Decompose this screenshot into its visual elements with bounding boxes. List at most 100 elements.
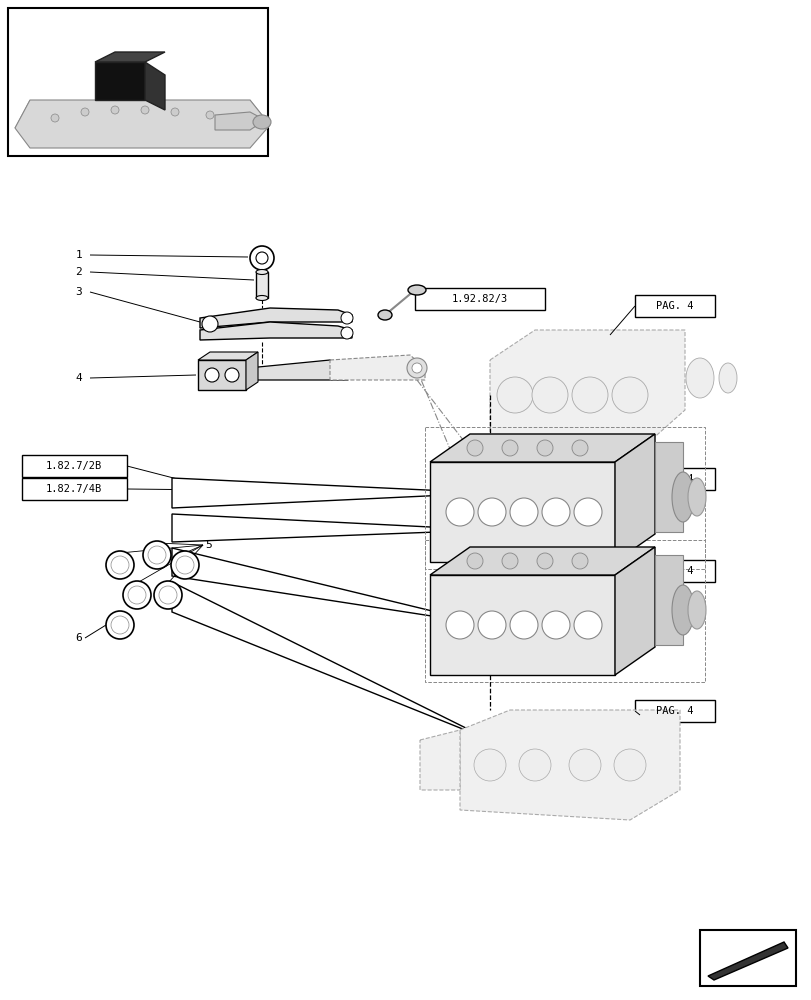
Bar: [699, 930, 795, 986]
Ellipse shape: [253, 115, 271, 129]
Circle shape: [613, 749, 646, 781]
Circle shape: [571, 440, 587, 456]
Polygon shape: [614, 434, 654, 562]
Text: 1.92.82/3: 1.92.82/3: [451, 294, 508, 304]
Circle shape: [474, 749, 505, 781]
Circle shape: [573, 611, 601, 639]
Polygon shape: [614, 547, 654, 675]
Polygon shape: [145, 62, 165, 110]
Circle shape: [206, 111, 214, 119]
Polygon shape: [247, 360, 348, 380]
Polygon shape: [707, 942, 787, 980]
Text: 1.82.7/4B: 1.82.7/4B: [45, 484, 102, 494]
Circle shape: [411, 363, 422, 373]
Circle shape: [250, 246, 273, 270]
Circle shape: [176, 556, 194, 574]
Circle shape: [531, 377, 568, 413]
Polygon shape: [329, 355, 424, 380]
Circle shape: [445, 611, 474, 639]
Circle shape: [128, 586, 146, 604]
Polygon shape: [15, 100, 270, 148]
Bar: [430, 575, 614, 675]
Circle shape: [111, 616, 129, 634]
Circle shape: [159, 586, 177, 604]
Bar: [654, 442, 682, 532]
Ellipse shape: [687, 591, 705, 629]
Polygon shape: [419, 730, 460, 790]
Text: 1.82.7/2B: 1.82.7/2B: [45, 461, 102, 471]
Polygon shape: [200, 322, 351, 340]
Bar: [634, 468, 714, 490]
Polygon shape: [172, 478, 489, 508]
Ellipse shape: [672, 472, 693, 522]
Circle shape: [81, 108, 89, 116]
Circle shape: [406, 358, 427, 378]
Circle shape: [571, 377, 607, 413]
Circle shape: [141, 106, 148, 114]
Circle shape: [445, 498, 474, 526]
Circle shape: [51, 114, 59, 122]
Circle shape: [171, 551, 199, 579]
Ellipse shape: [255, 269, 268, 274]
Circle shape: [573, 498, 601, 526]
Ellipse shape: [672, 585, 693, 635]
Circle shape: [571, 553, 587, 569]
Circle shape: [541, 611, 569, 639]
Text: PAG. 4: PAG. 4: [655, 301, 693, 311]
Bar: [8, 8, 268, 156]
Circle shape: [496, 377, 532, 413]
Circle shape: [501, 553, 517, 569]
Circle shape: [225, 368, 238, 382]
Bar: [424, 427, 704, 569]
Circle shape: [204, 368, 219, 382]
Bar: [654, 555, 682, 645]
Polygon shape: [430, 547, 654, 575]
Circle shape: [536, 553, 552, 569]
Text: 3: 3: [75, 287, 82, 297]
Circle shape: [466, 553, 483, 569]
Polygon shape: [246, 352, 258, 390]
Polygon shape: [172, 514, 489, 542]
Circle shape: [478, 498, 505, 526]
Text: 5: 5: [204, 540, 212, 550]
Ellipse shape: [718, 363, 736, 393]
Circle shape: [518, 749, 551, 781]
Polygon shape: [430, 434, 654, 462]
Polygon shape: [200, 308, 351, 328]
Circle shape: [501, 440, 517, 456]
Text: 2: 2: [75, 267, 82, 277]
Text: PAG. 4: PAG. 4: [655, 706, 693, 716]
Circle shape: [509, 498, 538, 526]
Circle shape: [536, 440, 552, 456]
Circle shape: [154, 581, 182, 609]
Bar: [198, 360, 246, 390]
Circle shape: [111, 556, 129, 574]
Circle shape: [148, 546, 165, 564]
Bar: [414, 288, 544, 310]
Bar: [634, 295, 714, 317]
Circle shape: [202, 316, 217, 332]
Bar: [430, 462, 614, 562]
Circle shape: [341, 312, 353, 324]
Ellipse shape: [687, 478, 705, 516]
Polygon shape: [95, 52, 165, 62]
Text: PAG. 4: PAG. 4: [655, 566, 693, 576]
Circle shape: [541, 498, 569, 526]
Bar: [22, 478, 127, 500]
Circle shape: [171, 108, 178, 116]
Text: 4: 4: [75, 373, 82, 383]
Polygon shape: [172, 582, 489, 740]
Bar: [634, 560, 714, 582]
Circle shape: [569, 749, 600, 781]
Text: 6: 6: [75, 633, 82, 643]
Ellipse shape: [407, 285, 426, 295]
Ellipse shape: [685, 358, 713, 398]
Polygon shape: [95, 62, 145, 100]
Polygon shape: [460, 710, 679, 820]
Bar: [255, 272, 268, 298]
Circle shape: [466, 440, 483, 456]
Circle shape: [611, 377, 647, 413]
Circle shape: [143, 541, 171, 569]
Circle shape: [106, 551, 134, 579]
Circle shape: [255, 252, 268, 264]
